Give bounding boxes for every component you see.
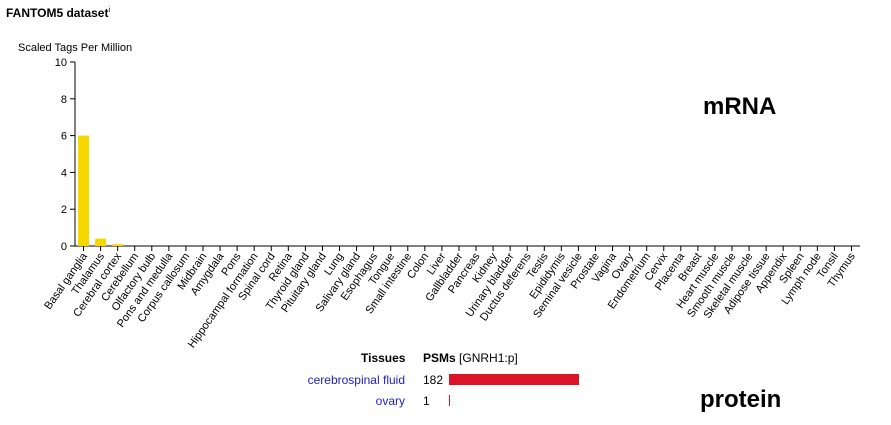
psms-header: PSMs [GNRH1:p]: [423, 351, 518, 365]
y-tick-label: 6: [61, 131, 67, 143]
tissues-header: Tissues: [361, 351, 406, 365]
psm-bar: [449, 374, 579, 385]
bar: [112, 244, 124, 246]
psm-value: 1: [423, 394, 430, 408]
tissue-link[interactable]: ovary: [375, 394, 405, 408]
tissue-link[interactable]: cerebrospinal fluid: [307, 373, 405, 387]
chart-title: FANTOM5 dataseti: [6, 6, 111, 20]
bar: [78, 135, 90, 246]
y-tick-label: 8: [61, 94, 67, 106]
y-tick-label: 0: [61, 241, 67, 253]
y-tick-label: 2: [61, 204, 67, 216]
protein-label: protein: [700, 386, 782, 413]
psm-bar: [449, 395, 450, 406]
y-axis-label: Scaled Tags Per Million: [18, 42, 133, 54]
y-tick-label: 4: [61, 167, 67, 179]
y-tick-label: 10: [55, 57, 67, 69]
psm-value: 182: [423, 373, 444, 387]
mrna-label: mRNA: [703, 93, 777, 120]
info-icon[interactable]: i: [108, 7, 111, 14]
psms-header-gene: [GNRH1:p]: [459, 351, 518, 365]
bar: [95, 238, 107, 246]
